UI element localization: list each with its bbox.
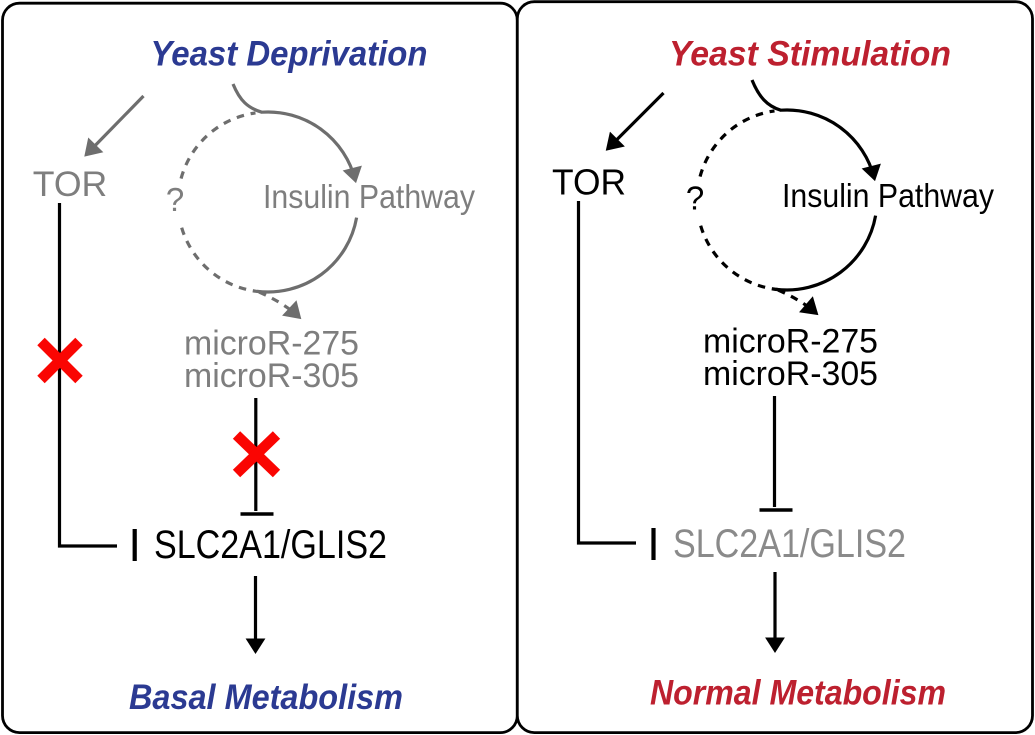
svg-text:Yeast Stimulation: Yeast Stimulation [669, 34, 951, 74]
svg-text:Insulin Pathway: Insulin Pathway [782, 178, 994, 215]
svg-text:SLC2A1/GLIS2: SLC2A1/GLIS2 [154, 523, 387, 567]
svg-text:TOR: TOR [552, 162, 626, 203]
svg-text:microR-275: microR-275 [703, 323, 878, 361]
svg-text:microR-305: microR-305 [703, 355, 878, 393]
svg-text:TOR: TOR [33, 165, 108, 204]
svg-text:Insulin Pathway: Insulin Pathway [263, 179, 475, 216]
svg-text:Yeast Deprivation: Yeast Deprivation [151, 34, 428, 74]
svg-text:?: ? [166, 181, 184, 218]
svg-text:microR-275: microR-275 [184, 325, 359, 363]
svg-text:SLC2A1/GLIS2: SLC2A1/GLIS2 [673, 522, 906, 566]
svg-text:?: ? [686, 180, 704, 217]
svg-text:microR-305: microR-305 [184, 357, 359, 395]
svg-text:Basal Metabolism: Basal Metabolism [129, 677, 403, 717]
svg-text:Normal Metabolism: Normal Metabolism [650, 673, 946, 713]
